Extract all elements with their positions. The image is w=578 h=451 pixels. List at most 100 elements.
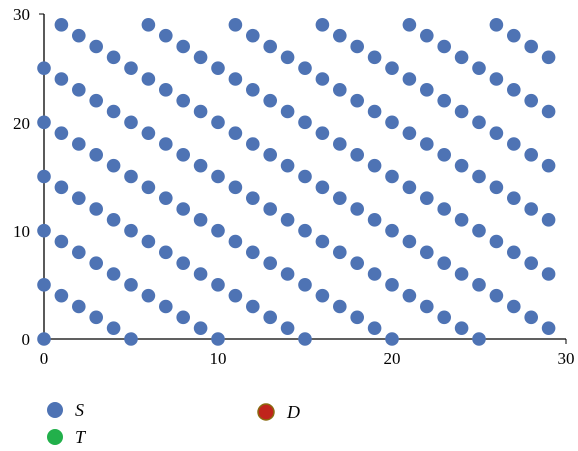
data-point-s: [176, 256, 190, 270]
data-point-s: [524, 256, 538, 270]
data-point-s: [507, 83, 521, 97]
data-point-s: [507, 245, 521, 260]
data-point-s: [159, 28, 173, 43]
data-point-s: [350, 310, 365, 325]
data-point-s: [385, 278, 399, 292]
data-point-s: [367, 50, 382, 65]
data-point-s: [246, 83, 260, 97]
data-point-s: [367, 321, 382, 335]
data-point-s: [211, 332, 225, 346]
data-point-s: [211, 278, 225, 292]
data-point-s: [507, 137, 521, 151]
data-point-s: [472, 332, 486, 346]
data-point-s: [54, 18, 69, 32]
data-point-s: [89, 93, 103, 108]
data-point-s: [437, 202, 452, 216]
legend-label-d: D: [286, 402, 300, 422]
data-point-s: [472, 115, 486, 130]
data-point-s: [280, 104, 295, 119]
data-point-s: [211, 61, 225, 75]
data-point-s: [489, 126, 504, 140]
data-point-s: [263, 148, 278, 162]
data-point-s: [159, 137, 173, 151]
data-point-s: [176, 202, 190, 216]
data-point-s: [280, 267, 295, 281]
legend-marker-s: [47, 402, 63, 418]
data-point-s: [420, 137, 434, 151]
data-point-s: [489, 72, 504, 86]
data-point-s: [385, 332, 399, 346]
data-point-s: [315, 234, 330, 249]
data-point-s: [159, 245, 173, 260]
data-point-s: [124, 278, 138, 292]
data-point-s: [141, 288, 156, 303]
data-point-s: [211, 169, 225, 184]
data-point-s: [106, 213, 121, 227]
data-point-s: [106, 104, 121, 119]
data-point-s: [124, 332, 138, 346]
data-point-s: [333, 137, 347, 151]
data-point-s: [193, 321, 208, 335]
data-point-s: [280, 321, 295, 335]
data-point-s: [141, 72, 156, 86]
data-point-s: [489, 288, 504, 303]
data-point-s: [54, 126, 69, 140]
data-point-s: [454, 321, 469, 335]
data-point-s: [437, 39, 452, 54]
data-point-s: [159, 191, 173, 205]
data-point-s: [246, 28, 260, 43]
data-point-s: [333, 191, 347, 205]
data-point-s: [176, 39, 190, 54]
data-point-s: [298, 332, 312, 346]
legend-marker-d: [257, 403, 275, 421]
data-point-s: [298, 61, 312, 75]
data-point-s: [124, 115, 138, 130]
data-point-s: [315, 180, 330, 195]
data-point-s: [280, 158, 295, 173]
data-point-s: [541, 213, 556, 227]
y-tick-label: 10: [13, 222, 30, 241]
data-point-s: [72, 83, 86, 97]
series-s-points: [37, 18, 556, 346]
data-point-s: [280, 213, 295, 227]
data-point-s: [437, 310, 452, 325]
data-point-s: [176, 148, 190, 162]
data-point-s: [280, 50, 295, 65]
data-point-s: [89, 202, 103, 216]
data-point-s: [89, 256, 103, 270]
x-tick-label: 10: [210, 349, 227, 368]
data-point-s: [246, 299, 260, 314]
data-point-s: [402, 72, 417, 86]
data-point-s: [37, 115, 51, 130]
data-point-s: [246, 137, 260, 151]
legend-item-s: S: [47, 400, 84, 420]
data-point-s: [472, 223, 486, 238]
data-point-s: [315, 126, 330, 140]
legend-label-s: S: [75, 400, 84, 420]
data-point-s: [489, 18, 504, 32]
data-point-s: [141, 18, 156, 32]
data-point-s: [72, 137, 86, 151]
data-point-s: [228, 72, 243, 86]
legend-item-t: T: [47, 427, 87, 447]
data-point-s: [333, 299, 347, 314]
data-point-s: [106, 321, 121, 335]
data-point-s: [228, 126, 243, 140]
y-tick-label: 30: [13, 5, 30, 24]
y-tick-label: 20: [13, 114, 30, 133]
data-point-s: [263, 93, 278, 108]
data-point-s: [367, 213, 382, 227]
data-point-s: [37, 61, 51, 75]
data-point-s: [298, 115, 312, 130]
x-tick-label: 0: [40, 349, 49, 368]
data-point-s: [402, 18, 417, 32]
data-point-s: [454, 267, 469, 281]
data-point-s: [211, 115, 225, 130]
data-point-s: [367, 104, 382, 119]
data-point-s: [472, 61, 486, 75]
data-point-s: [176, 310, 190, 325]
data-point-s: [489, 234, 504, 249]
data-point-s: [246, 245, 260, 260]
data-point-s: [541, 267, 556, 281]
